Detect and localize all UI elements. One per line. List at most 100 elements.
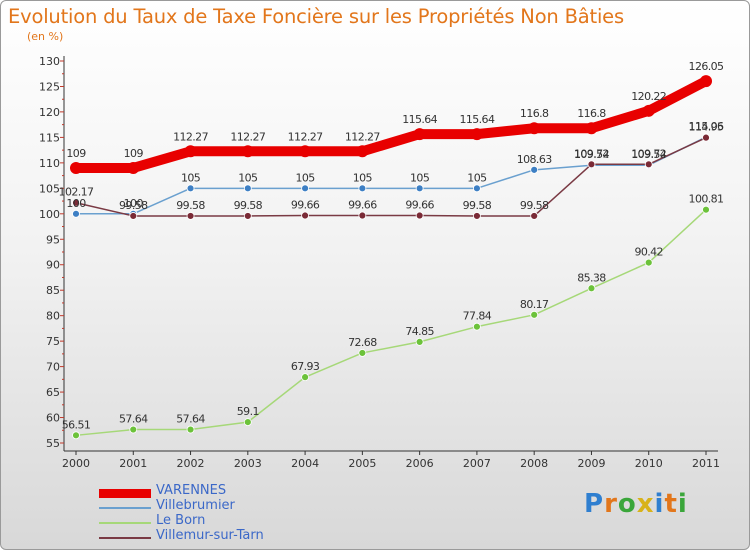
data-label: 99.58 bbox=[176, 199, 205, 212]
y-tick-label: 80 bbox=[46, 310, 60, 323]
data-point bbox=[129, 425, 138, 434]
data-point bbox=[72, 431, 80, 440]
y-tick-label: 70 bbox=[46, 361, 60, 374]
x-tick-label: 2008 bbox=[520, 457, 548, 470]
y-tick-label: 105 bbox=[39, 182, 60, 195]
data-label: 114.95 bbox=[689, 121, 724, 134]
data-label: 77.84 bbox=[463, 310, 492, 323]
legend-label: VARENNES bbox=[156, 483, 227, 498]
x-tick-label: 2004 bbox=[291, 457, 319, 470]
data-point bbox=[415, 184, 424, 193]
series-line-villemur-sur-tarn bbox=[75, 136, 707, 217]
data-label: 99.66 bbox=[348, 199, 377, 212]
y-tick-label: 120 bbox=[39, 106, 60, 119]
x-tick-label: 2003 bbox=[234, 457, 262, 470]
legend-label: Villebrumier bbox=[156, 498, 235, 513]
data-point bbox=[186, 425, 195, 434]
data-point bbox=[241, 145, 254, 158]
data-label: 57.64 bbox=[176, 413, 205, 426]
legend-swatch bbox=[99, 488, 151, 498]
data-label: 108.63 bbox=[517, 153, 552, 166]
data-label: 115.64 bbox=[402, 113, 437, 126]
data-label: 56.51 bbox=[62, 418, 91, 431]
data-point bbox=[356, 145, 369, 158]
x-tick-label: 2007 bbox=[463, 457, 491, 470]
data-label: 109.72 bbox=[574, 147, 609, 160]
data-label: 112.27 bbox=[230, 130, 265, 143]
series-line-varennes bbox=[71, 76, 711, 173]
data-point bbox=[72, 198, 80, 207]
data-label: 99.58 bbox=[463, 199, 492, 212]
data-point bbox=[528, 122, 541, 135]
data-label: 115.64 bbox=[459, 113, 494, 126]
data-label: 116.8 bbox=[577, 107, 606, 120]
y-tick-label: 110 bbox=[39, 157, 60, 170]
x-tick-label: 2000 bbox=[62, 457, 90, 470]
data-label: 100 bbox=[66, 197, 86, 210]
data-point bbox=[415, 337, 424, 346]
data-point bbox=[70, 161, 82, 174]
data-point bbox=[473, 184, 481, 193]
data-point bbox=[702, 205, 710, 214]
y-tick-label: 130 bbox=[39, 55, 60, 68]
data-point bbox=[243, 418, 252, 427]
series-line-villebrumier bbox=[75, 136, 707, 215]
data-point bbox=[301, 184, 309, 193]
data-label: 85.38 bbox=[577, 271, 606, 284]
data-label: 105 bbox=[467, 171, 487, 184]
data-label: 109 bbox=[124, 147, 144, 160]
data-label: 99.58 bbox=[234, 199, 263, 212]
chart-title: Evolution du Taux de Taxe Foncière sur l… bbox=[8, 5, 624, 28]
y-tick-label: 125 bbox=[39, 80, 60, 93]
data-label: 105 bbox=[410, 171, 430, 184]
data-point bbox=[473, 322, 481, 331]
data-label: 100 bbox=[124, 197, 144, 210]
data-label: 109 bbox=[66, 147, 86, 160]
data-point bbox=[243, 184, 252, 193]
data-point bbox=[587, 284, 596, 293]
legend-label: Villemur-sur-Tarn bbox=[156, 528, 264, 543]
data-label: 105 bbox=[295, 171, 315, 184]
data-point bbox=[473, 212, 481, 220]
data-label: 116.8 bbox=[520, 107, 549, 120]
data-point bbox=[702, 133, 710, 142]
y-tick-label: 115 bbox=[39, 131, 60, 144]
legend-label: Le Born bbox=[156, 513, 206, 528]
data-point bbox=[358, 349, 367, 357]
data-label: 59.1 bbox=[237, 405, 259, 418]
data-label: 102.17 bbox=[59, 186, 94, 199]
y-tick-label: 75 bbox=[46, 335, 60, 348]
data-point bbox=[301, 211, 309, 220]
data-point bbox=[644, 258, 653, 267]
data-label: 57.64 bbox=[119, 413, 148, 426]
data-point bbox=[358, 184, 367, 193]
data-label: 105 bbox=[238, 171, 258, 184]
data-point bbox=[700, 75, 712, 88]
data-label: 90.42 bbox=[634, 246, 663, 259]
data-point bbox=[585, 122, 598, 135]
y-tick-label: 100 bbox=[39, 208, 60, 221]
data-point bbox=[129, 212, 138, 220]
data-point bbox=[530, 165, 539, 174]
x-tick-label: 2010 bbox=[635, 457, 663, 470]
data-label: 112.27 bbox=[345, 130, 380, 143]
data-point bbox=[184, 145, 197, 158]
data-label: 109.54 bbox=[631, 148, 666, 161]
series-line-le-born bbox=[75, 208, 707, 437]
legend-swatch bbox=[99, 507, 151, 509]
proxiti-logo: Proxiti bbox=[584, 489, 688, 519]
data-point bbox=[587, 160, 596, 169]
y-tick-label: 90 bbox=[46, 259, 60, 272]
data-label: 72.68 bbox=[348, 336, 377, 349]
data-point bbox=[186, 184, 195, 193]
y-tick-label: 60 bbox=[46, 412, 60, 425]
data-label: 99.58 bbox=[119, 199, 148, 212]
y-tick-label: 55 bbox=[46, 437, 60, 450]
data-label: 74.85 bbox=[405, 325, 434, 338]
data-label: 100.81 bbox=[689, 193, 724, 206]
data-label: 109.72 bbox=[631, 147, 666, 160]
data-point bbox=[470, 128, 483, 141]
data-label: 115.06 bbox=[689, 120, 724, 133]
